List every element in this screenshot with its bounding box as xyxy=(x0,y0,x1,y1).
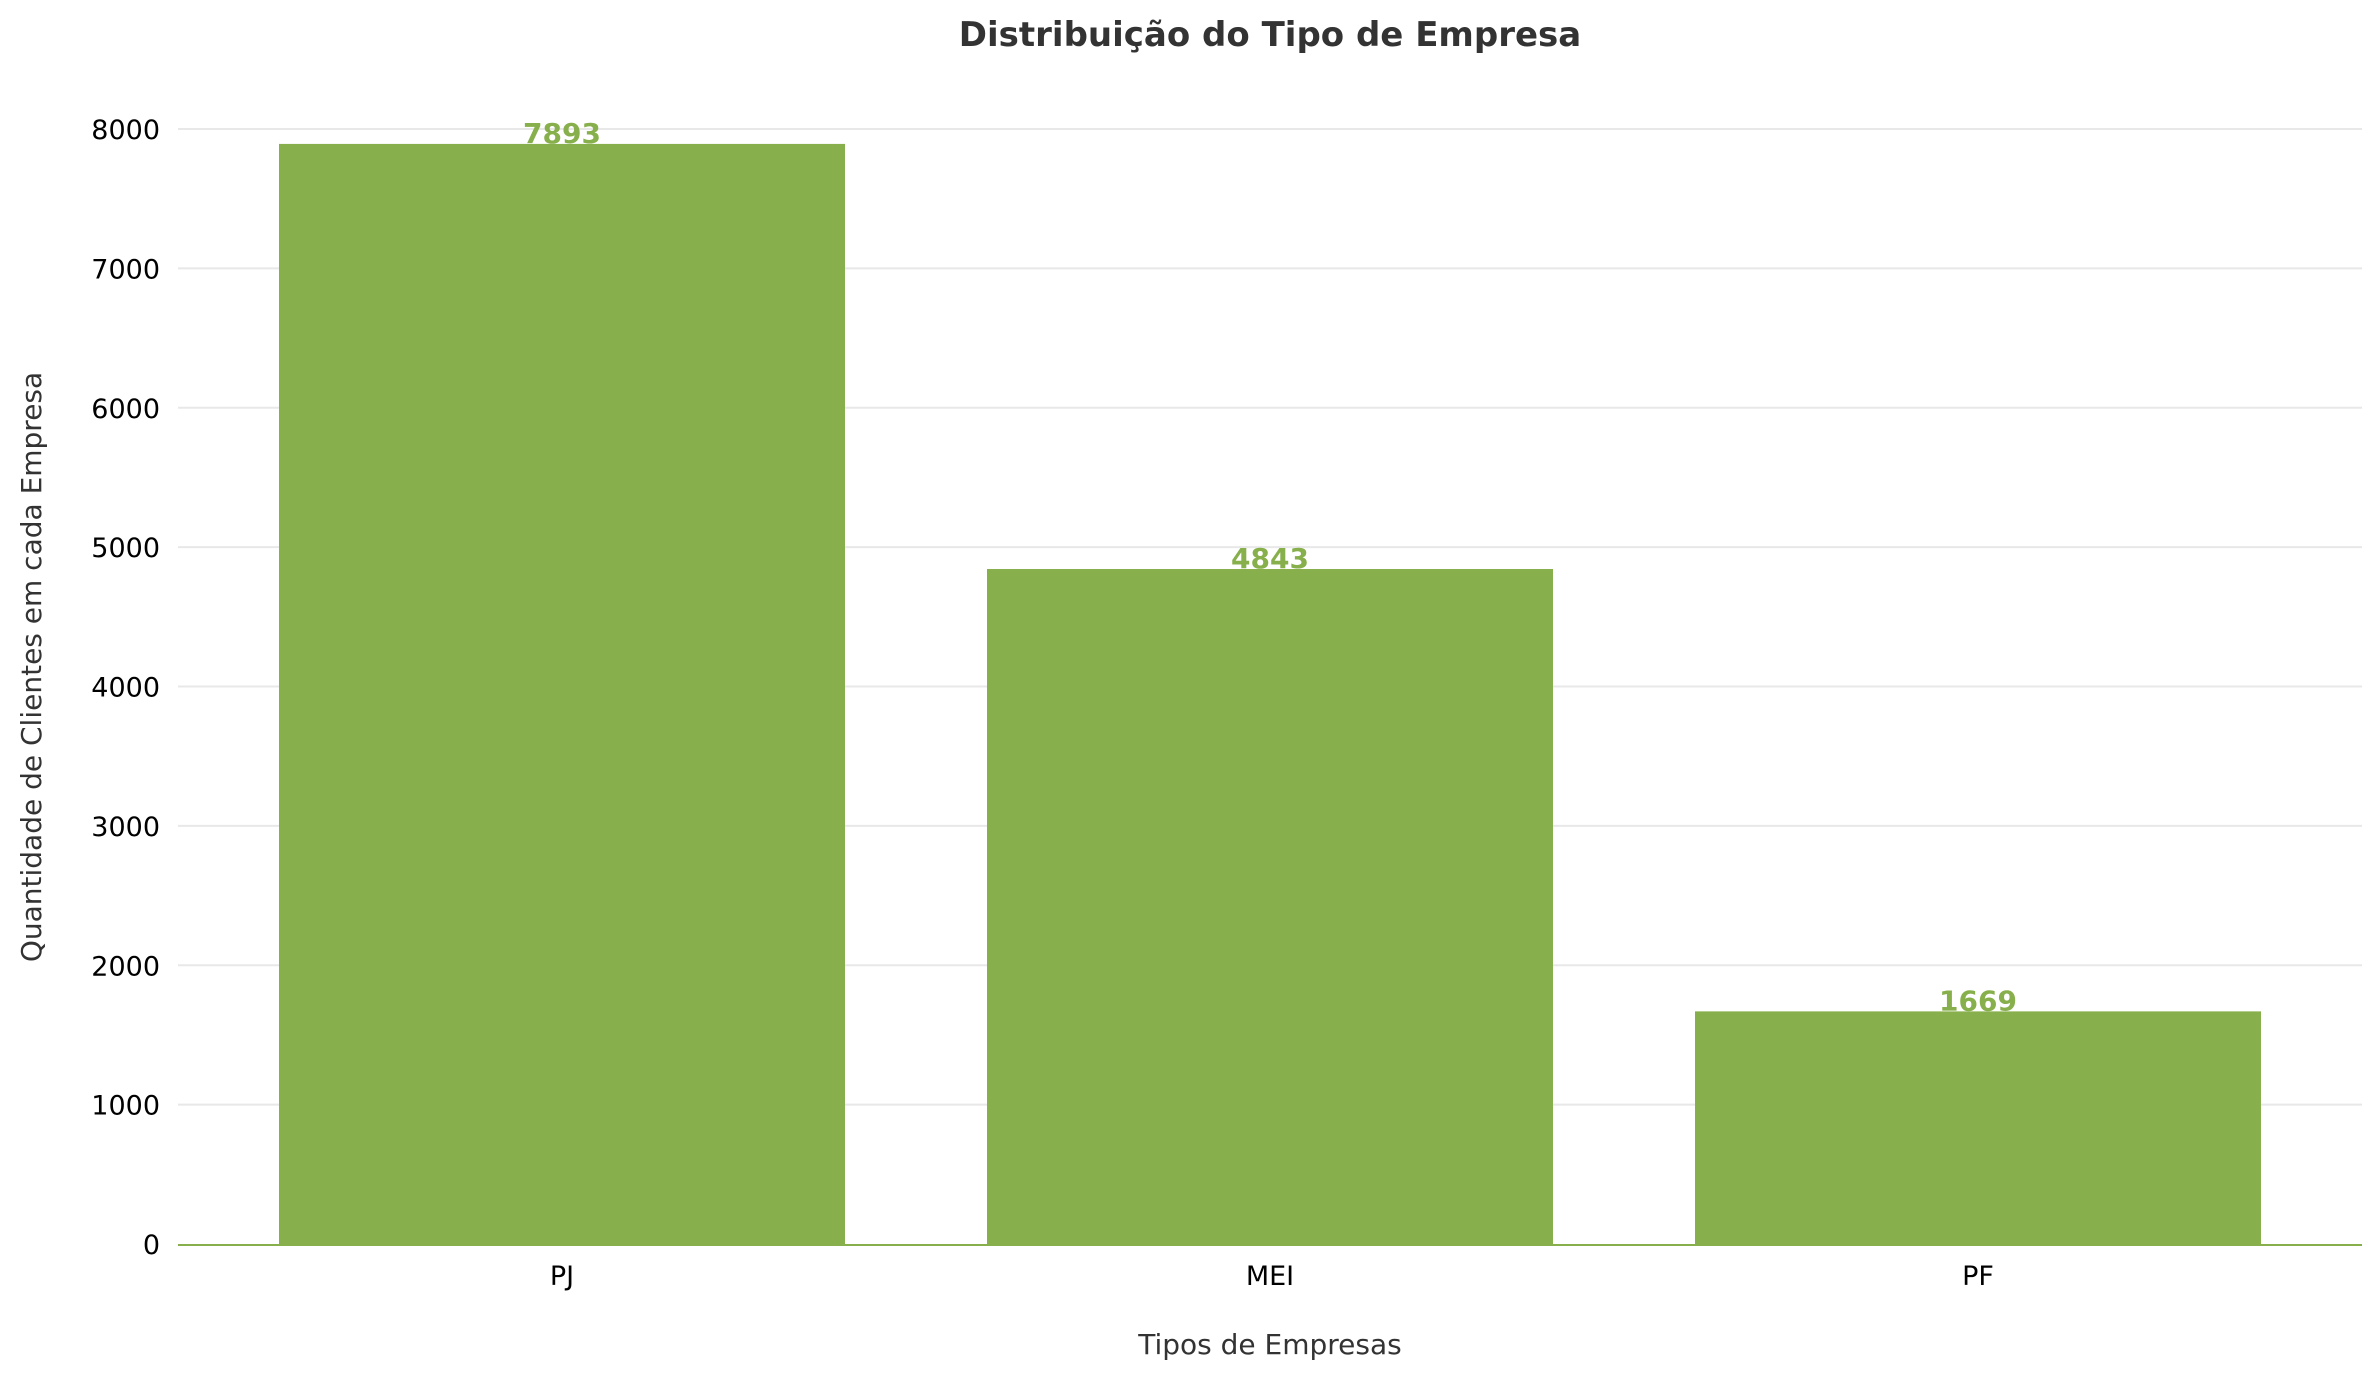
data-label-pj: 7893 xyxy=(523,117,601,150)
y-tick-label: 5000 xyxy=(91,533,160,564)
x-axis-ticks: PJ MEI PF xyxy=(550,1261,1994,1292)
y-tick-label: 7000 xyxy=(91,254,160,285)
y-axis-ticks: 0 1000 2000 3000 4000 5000 6000 7000 8000 xyxy=(91,115,160,1261)
y-tick-label: 4000 xyxy=(91,673,160,704)
y-tick-label: 8000 xyxy=(91,115,160,146)
chart-title: Distribuição do Tipo de Empresa xyxy=(959,15,1581,55)
y-tick-label: 6000 xyxy=(91,394,160,425)
y-tick-label: 3000 xyxy=(91,812,160,843)
y-tick-label: 1000 xyxy=(91,1091,160,1122)
y-axis-label: Quantidade de Clientes em cada Empresa xyxy=(15,372,48,962)
bar-pf xyxy=(1695,1011,2261,1244)
bar-pj xyxy=(279,143,845,1245)
data-label-mei: 4843 xyxy=(1231,542,1309,575)
y-tick-label: 0 xyxy=(143,1230,160,1261)
y-tick-label: 2000 xyxy=(91,951,160,982)
x-tick-label-pj: PJ xyxy=(550,1261,574,1292)
bar-mei xyxy=(987,569,1553,1244)
x-tick-label-pf: PF xyxy=(1962,1261,1994,1292)
x-tick-label-mei: MEI xyxy=(1246,1261,1294,1292)
data-labels: 7893 4843 1669 xyxy=(523,117,2017,1017)
bars xyxy=(279,143,2261,1245)
x-axis-label: Tipos de Empresas xyxy=(1137,1328,1402,1361)
data-label-pf: 1669 xyxy=(1939,984,2017,1017)
